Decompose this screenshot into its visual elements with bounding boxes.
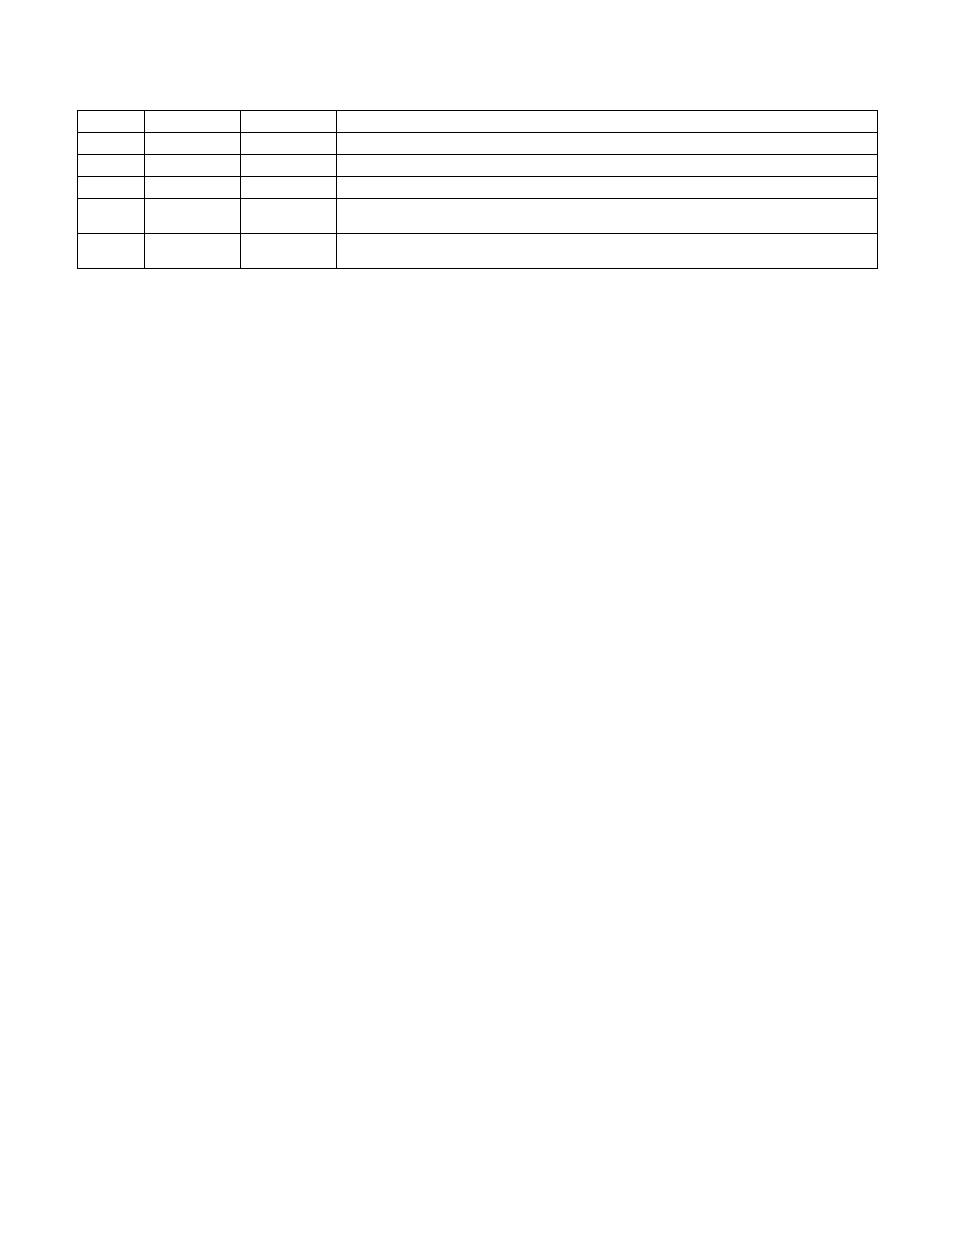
table-cell xyxy=(241,234,337,269)
table-cell xyxy=(337,133,878,155)
table-cell xyxy=(241,155,337,177)
table-cell xyxy=(337,155,878,177)
table-cell xyxy=(337,177,878,199)
table-row xyxy=(78,133,878,155)
table-cell xyxy=(241,177,337,199)
table-row xyxy=(78,111,878,133)
table-body xyxy=(78,111,878,269)
table-row xyxy=(78,234,878,269)
table-cell xyxy=(337,234,878,269)
table-cell xyxy=(78,111,145,133)
table-cell xyxy=(145,111,241,133)
data-table xyxy=(77,110,878,269)
table-cell xyxy=(78,155,145,177)
table-cell xyxy=(241,111,337,133)
table-cell xyxy=(337,111,878,133)
table-cell xyxy=(78,199,145,234)
table-row xyxy=(78,199,878,234)
table-cell xyxy=(241,199,337,234)
table-cell xyxy=(337,199,878,234)
table-cell xyxy=(78,234,145,269)
table-row xyxy=(78,177,878,199)
table-cell xyxy=(145,234,241,269)
page xyxy=(0,0,954,1235)
table-cell xyxy=(78,177,145,199)
table-row xyxy=(78,155,878,177)
table-cell xyxy=(145,177,241,199)
table-cell xyxy=(145,199,241,234)
table-cell xyxy=(145,155,241,177)
table-cell xyxy=(145,133,241,155)
table-cell xyxy=(241,133,337,155)
table-cell xyxy=(78,133,145,155)
